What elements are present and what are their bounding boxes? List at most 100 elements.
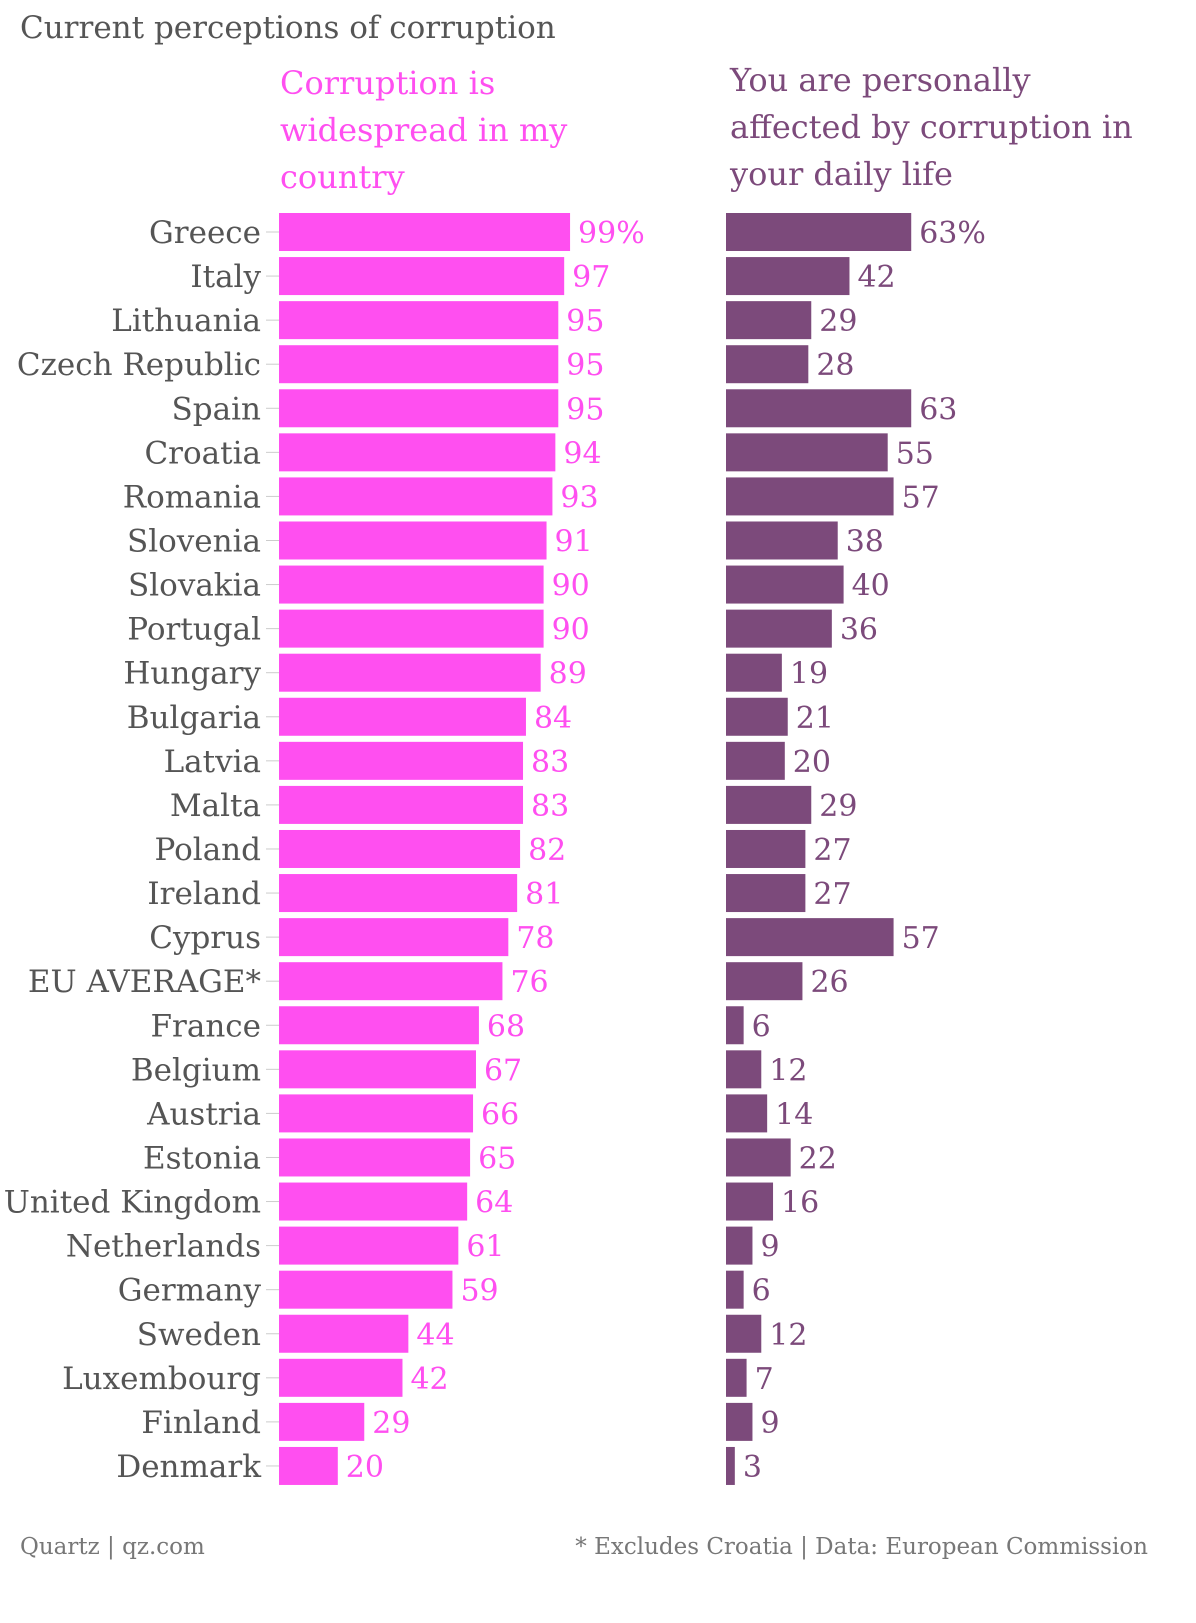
value-label-widespread-portugal: 90 xyxy=(552,613,590,648)
value-label-personal-austria: 14 xyxy=(775,1097,813,1132)
value-label-personal-netherlands: 9 xyxy=(760,1230,779,1265)
value-label-personal-malta: 29 xyxy=(819,789,857,824)
bar-personal-luxembourg xyxy=(726,1358,747,1397)
bar-widespread-france xyxy=(279,1006,479,1045)
bar-personal-czech-republic xyxy=(726,345,809,384)
value-label-widespread-lithuania: 95 xyxy=(566,304,604,339)
bar-personal-austria xyxy=(726,1094,768,1133)
bar-widespread-lithuania xyxy=(279,301,559,340)
bar-personal-sweden xyxy=(726,1314,762,1353)
bar-widespread-slovakia xyxy=(279,565,544,604)
value-label-widespread-latvia: 83 xyxy=(531,745,569,780)
category-label-croatia: Croatia xyxy=(144,435,261,471)
bar-personal-finland xyxy=(726,1402,753,1441)
bar-widespread-denmark xyxy=(279,1446,338,1485)
category-label-hungary: Hungary xyxy=(123,656,261,692)
value-label-widespread-cyprus: 78 xyxy=(516,921,554,956)
value-label-personal-slovenia: 38 xyxy=(846,524,884,559)
value-label-personal-poland: 27 xyxy=(813,833,851,868)
value-label-widespread-italy: 97 xyxy=(572,260,610,295)
bar-personal-belgium xyxy=(726,1050,762,1089)
value-label-personal-italy: 42 xyxy=(857,260,895,295)
value-label-widespread-france: 68 xyxy=(487,1009,525,1044)
series-heading-widespread: Corruption is widespread in my country xyxy=(280,64,568,196)
bar-widespread-eu-average xyxy=(279,962,503,1001)
category-label-france: France xyxy=(151,1008,261,1044)
value-label-personal-slovakia: 40 xyxy=(852,569,890,604)
bar-personal-eu-average xyxy=(726,962,803,1001)
value-label-personal-hungary: 19 xyxy=(790,657,828,692)
value-label-personal-greece: 63% xyxy=(919,216,986,251)
value-label-personal-eu-average: 26 xyxy=(810,965,848,1000)
bar-widespread-belgium xyxy=(279,1050,476,1089)
category-label-slovakia: Slovakia xyxy=(128,568,261,604)
value-label-personal-finland: 9 xyxy=(760,1406,779,1441)
value-label-widespread-finland: 29 xyxy=(372,1406,410,1441)
value-label-widespread-slovakia: 90 xyxy=(552,569,590,604)
value-label-widespread-croatia: 94 xyxy=(563,436,601,471)
bar-personal-romania xyxy=(726,477,894,516)
category-label-spain: Spain xyxy=(172,391,261,427)
value-label-personal-luxembourg: 7 xyxy=(755,1362,774,1397)
category-label-estonia: Estonia xyxy=(143,1140,261,1176)
value-label-widespread-sweden: 44 xyxy=(416,1318,454,1353)
value-label-widespread-germany: 59 xyxy=(460,1274,498,1309)
bar-personal-ireland xyxy=(726,874,806,913)
category-label-united-kingdom: United Kingdom xyxy=(4,1185,261,1221)
category-label-cyprus: Cyprus xyxy=(149,920,261,956)
bar-personal-lithuania xyxy=(726,301,812,340)
value-label-widespread-eu-average: 76 xyxy=(510,965,548,1000)
bar-widespread-poland xyxy=(279,829,521,868)
category-label-ireland: Ireland xyxy=(147,876,261,912)
value-label-widespread-slovenia: 91 xyxy=(555,524,593,559)
bar-personal-greece xyxy=(726,213,912,251)
bar-personal-bulgaria xyxy=(726,697,788,736)
value-label-personal-croatia: 55 xyxy=(896,436,934,471)
category-label-greece: Greece xyxy=(149,215,261,251)
category-label-austria: Austria xyxy=(146,1096,261,1132)
bar-personal-france xyxy=(726,1006,744,1045)
bar-personal-slovakia xyxy=(726,565,844,604)
bar-personal-united-kingdom xyxy=(726,1182,774,1221)
category-label-sweden: Sweden xyxy=(137,1317,261,1353)
bar-widespread-luxembourg xyxy=(279,1358,403,1397)
bar-widespread-czech-republic xyxy=(279,345,559,384)
category-label-finland: Finland xyxy=(141,1405,261,1441)
category-label-latvia: Latvia xyxy=(164,744,261,780)
series-heading-personally-affected: You are personally affected by corruptio… xyxy=(730,61,1133,193)
bar-widespread-italy xyxy=(279,257,565,296)
bar-personal-cyprus xyxy=(726,918,894,957)
value-label-widespread-luxembourg: 42 xyxy=(410,1362,448,1397)
bar-widespread-cyprus xyxy=(279,918,509,957)
bar-widespread-croatia xyxy=(279,433,556,472)
bar-personal-germany xyxy=(726,1270,744,1309)
value-label-widespread-poland: 82 xyxy=(528,833,566,868)
bar-personal-hungary xyxy=(726,653,782,692)
value-label-personal-belgium: 12 xyxy=(769,1053,807,1088)
value-label-widespread-netherlands: 61 xyxy=(466,1230,504,1265)
value-label-widespread-greece: 99% xyxy=(578,216,645,251)
category-label-germany: Germany xyxy=(118,1273,262,1309)
chart-title: Current perceptions of corruption xyxy=(20,10,556,46)
bar-personal-denmark xyxy=(726,1446,735,1485)
category-label-denmark: Denmark xyxy=(116,1449,261,1485)
bar-widespread-netherlands xyxy=(279,1226,459,1265)
value-label-personal-lithuania: 29 xyxy=(819,304,857,339)
category-label-czech-republic: Czech Republic xyxy=(17,347,261,383)
category-label-malta: Malta xyxy=(170,788,261,824)
bar-personal-latvia xyxy=(726,741,785,780)
value-label-personal-latvia: 20 xyxy=(793,745,831,780)
value-label-widespread-spain: 95 xyxy=(566,392,604,427)
value-label-personal-bulgaria: 21 xyxy=(796,701,834,736)
footer-note: * Excludes Croatia | Data: European Comm… xyxy=(575,1534,1148,1560)
category-label-poland: Poland xyxy=(155,832,261,868)
bar-widespread-malta xyxy=(279,785,524,824)
value-label-widespread-united-kingdom: 64 xyxy=(475,1186,513,1221)
value-label-personal-sweden: 12 xyxy=(769,1318,807,1353)
category-label-netherlands: Netherlands xyxy=(66,1229,261,1265)
bar-personal-malta xyxy=(726,785,812,824)
bar-personal-croatia xyxy=(726,433,888,472)
bar-widespread-estonia xyxy=(279,1138,471,1177)
value-label-widespread-romania: 93 xyxy=(560,480,598,515)
bar-widespread-portugal xyxy=(279,609,544,648)
